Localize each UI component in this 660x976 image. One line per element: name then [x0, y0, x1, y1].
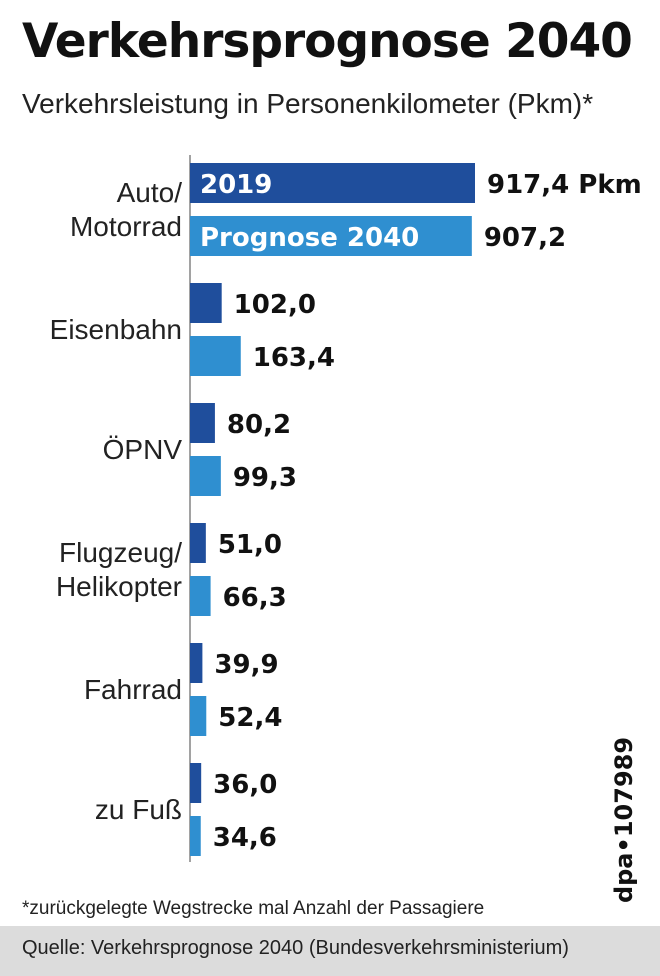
value-label: 52,4: [218, 703, 282, 733]
bar-prognose-2040: [190, 216, 472, 256]
bar-chart: Auto/Motorrad 2019 917,4 Pkm Prognose 2040 9…: [50, 155, 642, 862]
bar-prognose-2040: [190, 816, 201, 856]
value-label: 51,0: [218, 530, 282, 560]
value-label: 917,4 Pkm: [487, 170, 642, 200]
bar-2019: [190, 763, 202, 803]
category-label: Flugzeug/: [59, 537, 182, 568]
value-label: 66,3: [223, 583, 287, 613]
value-label: 102,0: [234, 290, 316, 320]
category-label: Motorrad: [70, 211, 182, 242]
value-label: 36,0: [213, 770, 277, 800]
bar-prognose-2040: [190, 456, 221, 496]
value-label: 99,3: [233, 463, 297, 493]
value-label: 80,2: [227, 410, 291, 440]
bar-prognose-2040: [190, 576, 211, 616]
category-label: Auto/: [117, 177, 183, 208]
bar-2019: [190, 523, 206, 563]
chart-subtitle: Verkehrsleistung in Personenkilometer (P…: [22, 88, 594, 119]
value-label: 34,6: [213, 823, 277, 853]
category-label: Helikopter: [56, 571, 182, 602]
category-label: ÖPNV: [103, 434, 183, 465]
photo-credit: dpa•107989: [610, 736, 638, 904]
footnote: *zurückgelegte Wegstrecke mal Anzahl der…: [22, 898, 485, 919]
bar-prognose-2040: [190, 336, 241, 376]
value-label: 163,4: [253, 343, 335, 373]
chart-title: Verkehrsprognose 2040: [22, 14, 633, 69]
category-label: zu Fuß: [95, 794, 182, 825]
value-label: 39,9: [214, 650, 278, 680]
category-label: Eisenbahn: [50, 314, 182, 345]
value-label: 907,2: [484, 223, 566, 253]
source-text: Quelle: Verkehrsprognose 2040 (Bundesver…: [22, 937, 569, 959]
bar-2019: [190, 283, 222, 323]
bar-prognose-2040: [190, 696, 207, 736]
bar-2019: [190, 643, 203, 683]
source-bar: [0, 926, 660, 976]
series-name-label: 2019: [200, 170, 272, 200]
bar-2019: [190, 403, 215, 443]
bar-2019: [190, 163, 475, 203]
series-name-label: Prognose 2040: [200, 223, 419, 253]
category-label: Fahrrad: [84, 674, 182, 705]
